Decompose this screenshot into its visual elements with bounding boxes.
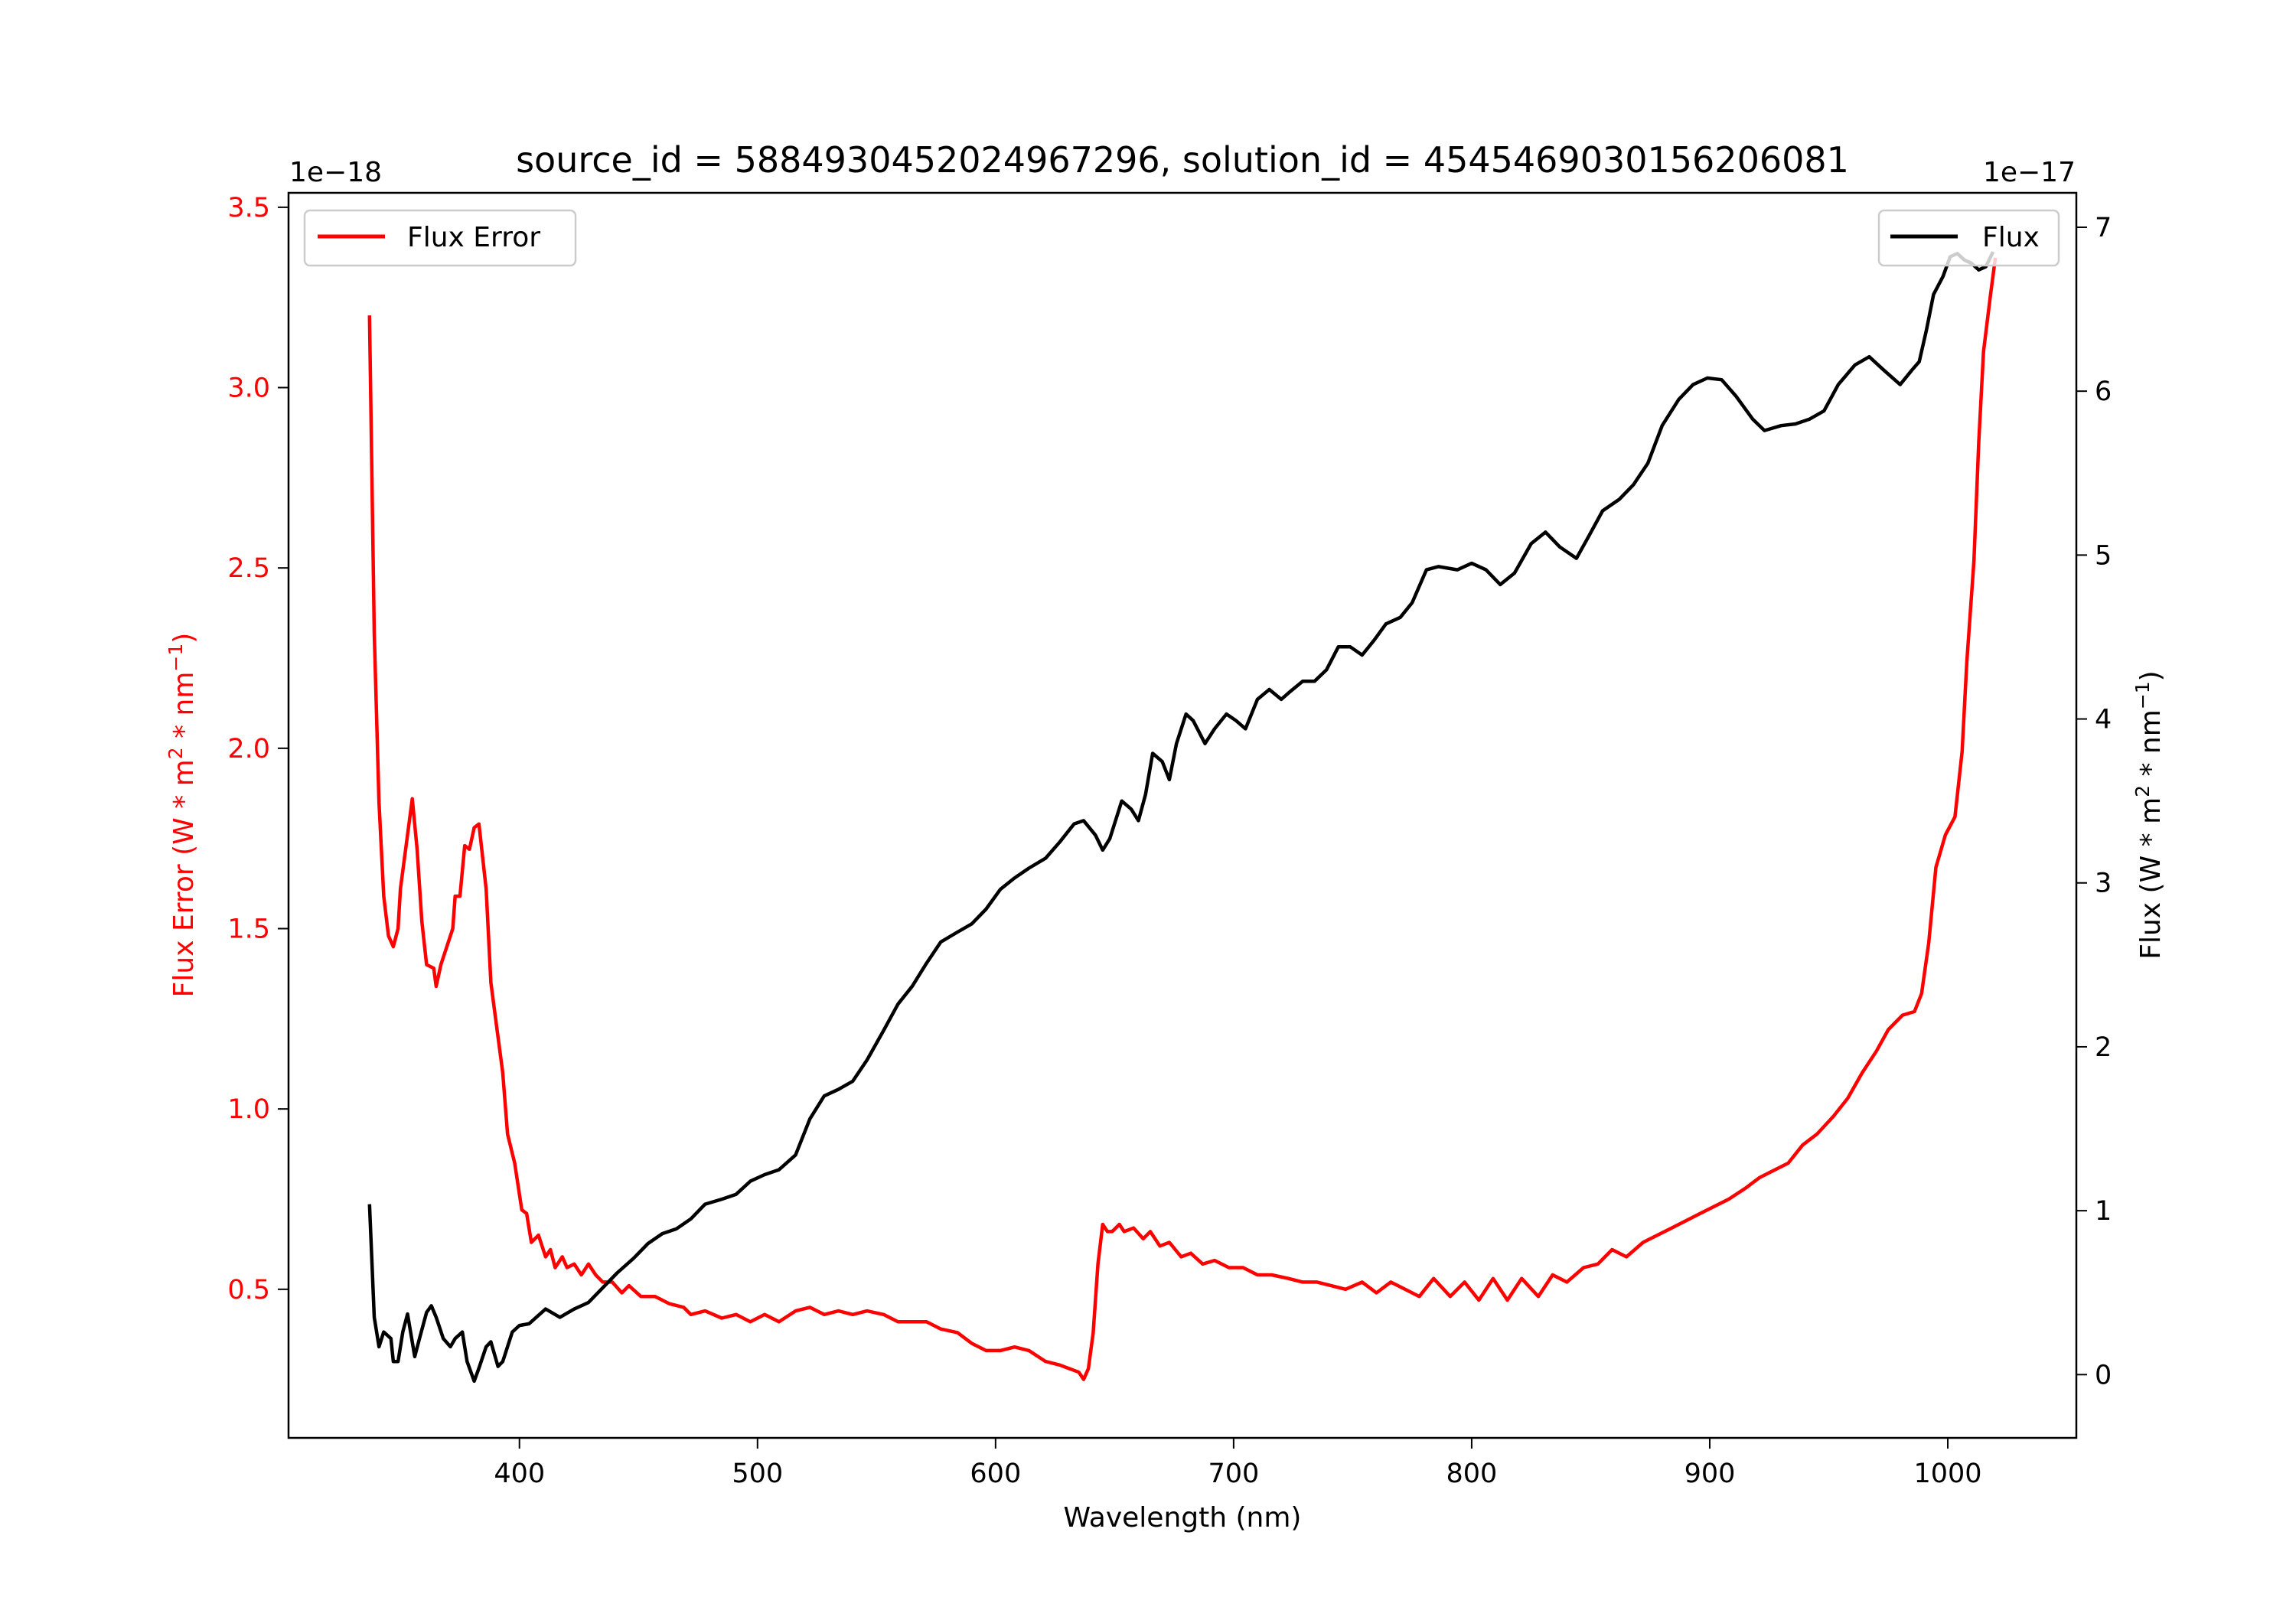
right-y-tick-label: 2 (2095, 1032, 2112, 1063)
left-y-tick-label: 0.5 (227, 1275, 270, 1305)
left-y-tick-label: 1.0 (227, 1094, 270, 1125)
x-tick-label: 1000 (1913, 1459, 1981, 1489)
right-y-axis: 0 1 2 3 4 5 6 7 (2076, 213, 2112, 1390)
flux-line (367, 251, 1995, 1384)
left-y-tick-label: 2.5 (227, 553, 270, 584)
right-y-tick-label: 0 (2095, 1360, 2112, 1390)
legend-flux: Flux (1877, 209, 2060, 267)
x-tick-label: 700 (1208, 1459, 1259, 1489)
left-offset-text: 1e−18 (289, 157, 382, 188)
left-y-tick-label: 1.5 (227, 914, 270, 944)
series-layer (367, 251, 1998, 1384)
legend-label-flux: Flux (1982, 222, 2040, 253)
right-y-tick-label: 4 (2095, 705, 2112, 735)
legend-box (303, 209, 577, 267)
legend-flux-error: Flux Error (303, 209, 577, 267)
flux-error-line (367, 257, 1998, 1381)
legend-label-flux-error: Flux Error (407, 222, 540, 253)
right-y-tick-label: 7 (2095, 213, 2112, 243)
x-tick-label: 600 (970, 1459, 1021, 1489)
right-y-axis-label: Flux (W * m2 * nm−1) (2131, 670, 2167, 959)
legend-box (1877, 209, 2060, 267)
right-y-tick-label: 6 (2095, 376, 2112, 407)
left-y-axis: 0.5 1.0 1.5 2.0 2.5 3.0 3.5 (227, 193, 289, 1305)
x-tick-label: 900 (1684, 1459, 1736, 1489)
left-y-tick-label: 3.5 (227, 193, 270, 223)
x-axis-label: Wavelength (nm) (1064, 1502, 1302, 1534)
left-y-axis-label: Flux Error (W * m2 * nm−1) (165, 633, 200, 998)
chart-title: source_id = 5884930452024967296, solutio… (516, 139, 1849, 181)
x-axis: 400 500 600 700 800 900 1000 (494, 1438, 1982, 1489)
left-y-tick-label: 2.0 (227, 734, 270, 764)
plot-frame (287, 191, 2078, 1439)
right-y-tick-label: 5 (2095, 540, 2112, 571)
right-y-tick-label: 1 (2095, 1196, 2112, 1227)
x-tick-label: 500 (732, 1459, 783, 1489)
left-y-tick-label: 3.0 (227, 373, 270, 404)
right-y-tick-label: 3 (2095, 869, 2112, 899)
right-offset-text: 1e−17 (1983, 157, 2076, 188)
x-tick-label: 400 (494, 1459, 545, 1489)
x-tick-label: 800 (1446, 1459, 1498, 1489)
